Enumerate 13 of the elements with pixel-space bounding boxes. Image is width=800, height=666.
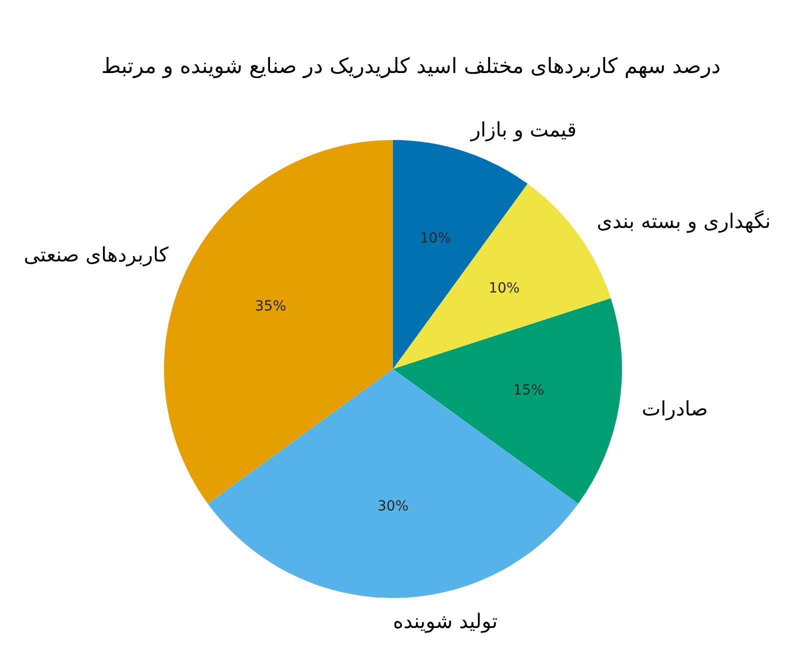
data-label: 35% <box>255 298 286 315</box>
chart-title: درصد سهم کاربردهای مختلف اسید کلریدریک در صنایع شوینده و مرتبط <box>101 54 721 79</box>
pie-slice <box>393 140 528 369</box>
data-label: 30% <box>377 498 409 514</box>
slice-label: نگهداری و بسته بندی <box>596 208 771 233</box>
data-label: 15% <box>513 382 544 398</box>
slice-label: صادرات <box>642 396 708 420</box>
slice-label: کاربردهای صنعتی <box>24 242 170 267</box>
data-label: 10% <box>488 280 520 296</box>
data-label: 10% <box>420 230 452 246</box>
slice-label: تولید شوینده <box>393 608 498 633</box>
slice-label: قیمت و بازار <box>470 117 577 142</box>
pie-slice <box>208 369 578 598</box>
